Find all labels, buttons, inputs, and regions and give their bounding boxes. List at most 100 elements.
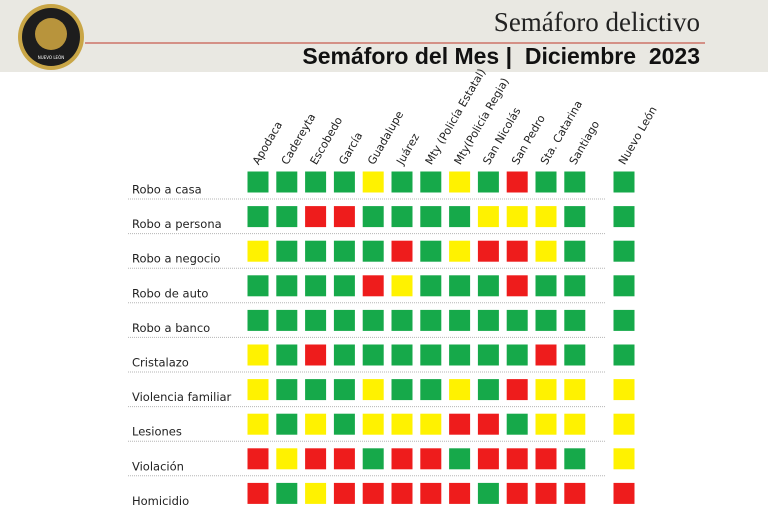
status-cell	[612, 412, 636, 436]
status-cell	[534, 170, 558, 194]
status-cell	[448, 378, 472, 402]
status-cell	[332, 412, 356, 436]
status-cell	[612, 170, 636, 194]
status-cell	[534, 447, 558, 471]
status-cell	[563, 308, 587, 332]
status-cell	[246, 412, 270, 436]
status-cell	[361, 447, 385, 471]
status-cell	[390, 447, 414, 471]
row-label: Homicidio	[132, 494, 189, 508]
status-cell	[361, 308, 385, 332]
row-label: Robo a casa	[132, 183, 202, 197]
status-cell	[534, 274, 558, 298]
status-cell	[332, 481, 356, 505]
status-cell	[275, 205, 299, 229]
status-cell	[361, 239, 385, 263]
status-cell	[534, 205, 558, 229]
status-cell	[361, 205, 385, 229]
title: Semáforo delictivo	[494, 7, 700, 37]
status-cell	[275, 308, 299, 332]
status-cell	[246, 239, 270, 263]
status-cell	[304, 274, 328, 298]
status-cell	[304, 239, 328, 263]
status-cell	[419, 447, 443, 471]
logo-emblem	[35, 18, 67, 50]
status-cell	[361, 412, 385, 436]
status-cell	[612, 447, 636, 471]
status-cell	[332, 239, 356, 263]
status-cell	[534, 343, 558, 367]
status-cell	[563, 447, 587, 471]
status-cell	[304, 378, 328, 402]
column-header: Juárez	[393, 131, 422, 168]
row-label: Robo a banco	[132, 321, 210, 335]
status-cell	[275, 274, 299, 298]
status-cell	[246, 274, 270, 298]
status-cell	[246, 481, 270, 505]
status-cell	[534, 308, 558, 332]
status-cell	[275, 412, 299, 436]
status-cell	[612, 308, 636, 332]
status-cell	[246, 170, 270, 194]
status-cell	[390, 412, 414, 436]
status-cell	[304, 308, 328, 332]
column-header: García	[336, 130, 365, 167]
status-cell	[390, 481, 414, 505]
status-cell	[390, 343, 414, 367]
status-cell	[563, 481, 587, 505]
status-cell	[332, 308, 356, 332]
status-cell	[304, 205, 328, 229]
status-cell	[476, 447, 500, 471]
status-cell	[275, 239, 299, 263]
status-cell	[332, 170, 356, 194]
status-cell	[505, 274, 529, 298]
status-cell	[505, 170, 529, 194]
status-cell	[476, 239, 500, 263]
status-cell	[419, 481, 443, 505]
header-band	[0, 0, 768, 72]
status-cell	[304, 447, 328, 471]
status-cell	[419, 239, 443, 263]
status-cell	[246, 308, 270, 332]
subtitle: Semáforo del Mes | Diciembre 2023	[302, 43, 700, 69]
status-cell	[505, 447, 529, 471]
status-cell	[563, 378, 587, 402]
status-cell	[419, 412, 443, 436]
status-cell	[448, 308, 472, 332]
status-cell	[448, 239, 472, 263]
status-cell	[534, 412, 558, 436]
status-cell	[390, 274, 414, 298]
status-cell	[332, 205, 356, 229]
status-cell	[563, 170, 587, 194]
status-cell	[419, 205, 443, 229]
status-cell	[505, 481, 529, 505]
status-cell	[476, 205, 500, 229]
row-label: Robo a negocio	[132, 252, 220, 266]
status-cell	[304, 170, 328, 194]
row-label: Robo de auto	[132, 286, 208, 300]
status-cell	[476, 170, 500, 194]
row-label: Cristalazo	[132, 356, 189, 370]
status-cell	[505, 308, 529, 332]
row-label: Violación	[132, 459, 184, 473]
status-cell	[448, 343, 472, 367]
logo: NUEVO LEÓN	[18, 4, 84, 70]
status-cell	[390, 239, 414, 263]
status-cell	[505, 239, 529, 263]
status-cell	[448, 205, 472, 229]
status-cell	[563, 343, 587, 367]
status-cell	[448, 412, 472, 436]
column-header: Nuevo León	[616, 104, 660, 167]
status-cell	[275, 481, 299, 505]
status-cell	[476, 412, 500, 436]
status-cell	[275, 343, 299, 367]
status-cell	[534, 239, 558, 263]
status-cell	[419, 308, 443, 332]
status-cell	[275, 378, 299, 402]
row-label: Robo a persona	[132, 217, 222, 231]
status-cell	[476, 274, 500, 298]
status-cell	[332, 378, 356, 402]
row-label: Violencia familiar	[132, 390, 232, 404]
status-cell	[563, 205, 587, 229]
